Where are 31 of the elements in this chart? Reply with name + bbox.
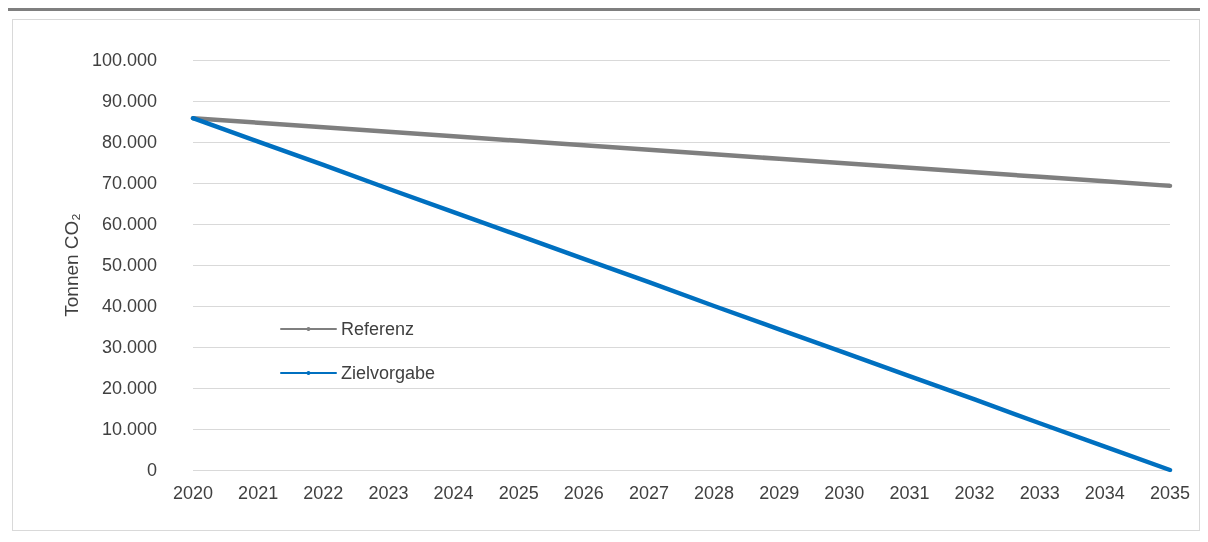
y-tick-label: 70.000 <box>101 173 157 193</box>
x-tick-label: 2033 <box>1019 483 1060 503</box>
x-tick-label: 2020 <box>172 483 214 503</box>
x-tick-label: 2024 <box>433 483 474 503</box>
x-tick-label: 2022 <box>303 483 344 503</box>
y-tick-label: 50.000 <box>101 255 157 275</box>
legend-label: Referenz <box>341 319 415 339</box>
legend-label: Zielvorgabe <box>341 363 436 383</box>
y-tick-label: 60.000 <box>101 214 157 234</box>
y-tick-label: 100.000 <box>91 50 157 70</box>
x-tick-label: 2023 <box>368 483 409 503</box>
y-tick-label: 10.000 <box>101 419 157 439</box>
x-tick-label: 2029 <box>759 483 800 503</box>
x-tick-label: 2030 <box>824 483 865 503</box>
y-tick-label: 80.000 <box>101 132 157 152</box>
x-tick-label: 2021 <box>238 483 279 503</box>
y-tick-label: 40.000 <box>101 296 157 316</box>
x-tick-label: 2028 <box>694 483 735 503</box>
y-axis-title: Tonnen CO₂ <box>61 213 83 317</box>
x-tick-label: 2035 <box>1149 483 1190 503</box>
x-tick-label: 2027 <box>628 483 669 503</box>
line-series <box>190 115 1173 473</box>
y-tick-label: 0 <box>146 460 157 480</box>
x-tick-label: 2032 <box>954 483 995 503</box>
x-tick-label: 2026 <box>563 483 604 503</box>
x-tick-label: 2034 <box>1084 483 1125 503</box>
y-tick-label: 20.000 <box>101 378 157 398</box>
x-tick-label: 2025 <box>498 483 539 503</box>
y-tick-label: 90.000 <box>101 91 157 111</box>
y-tick-label: 30.000 <box>101 337 157 357</box>
x-tick-label: 2031 <box>889 483 930 503</box>
